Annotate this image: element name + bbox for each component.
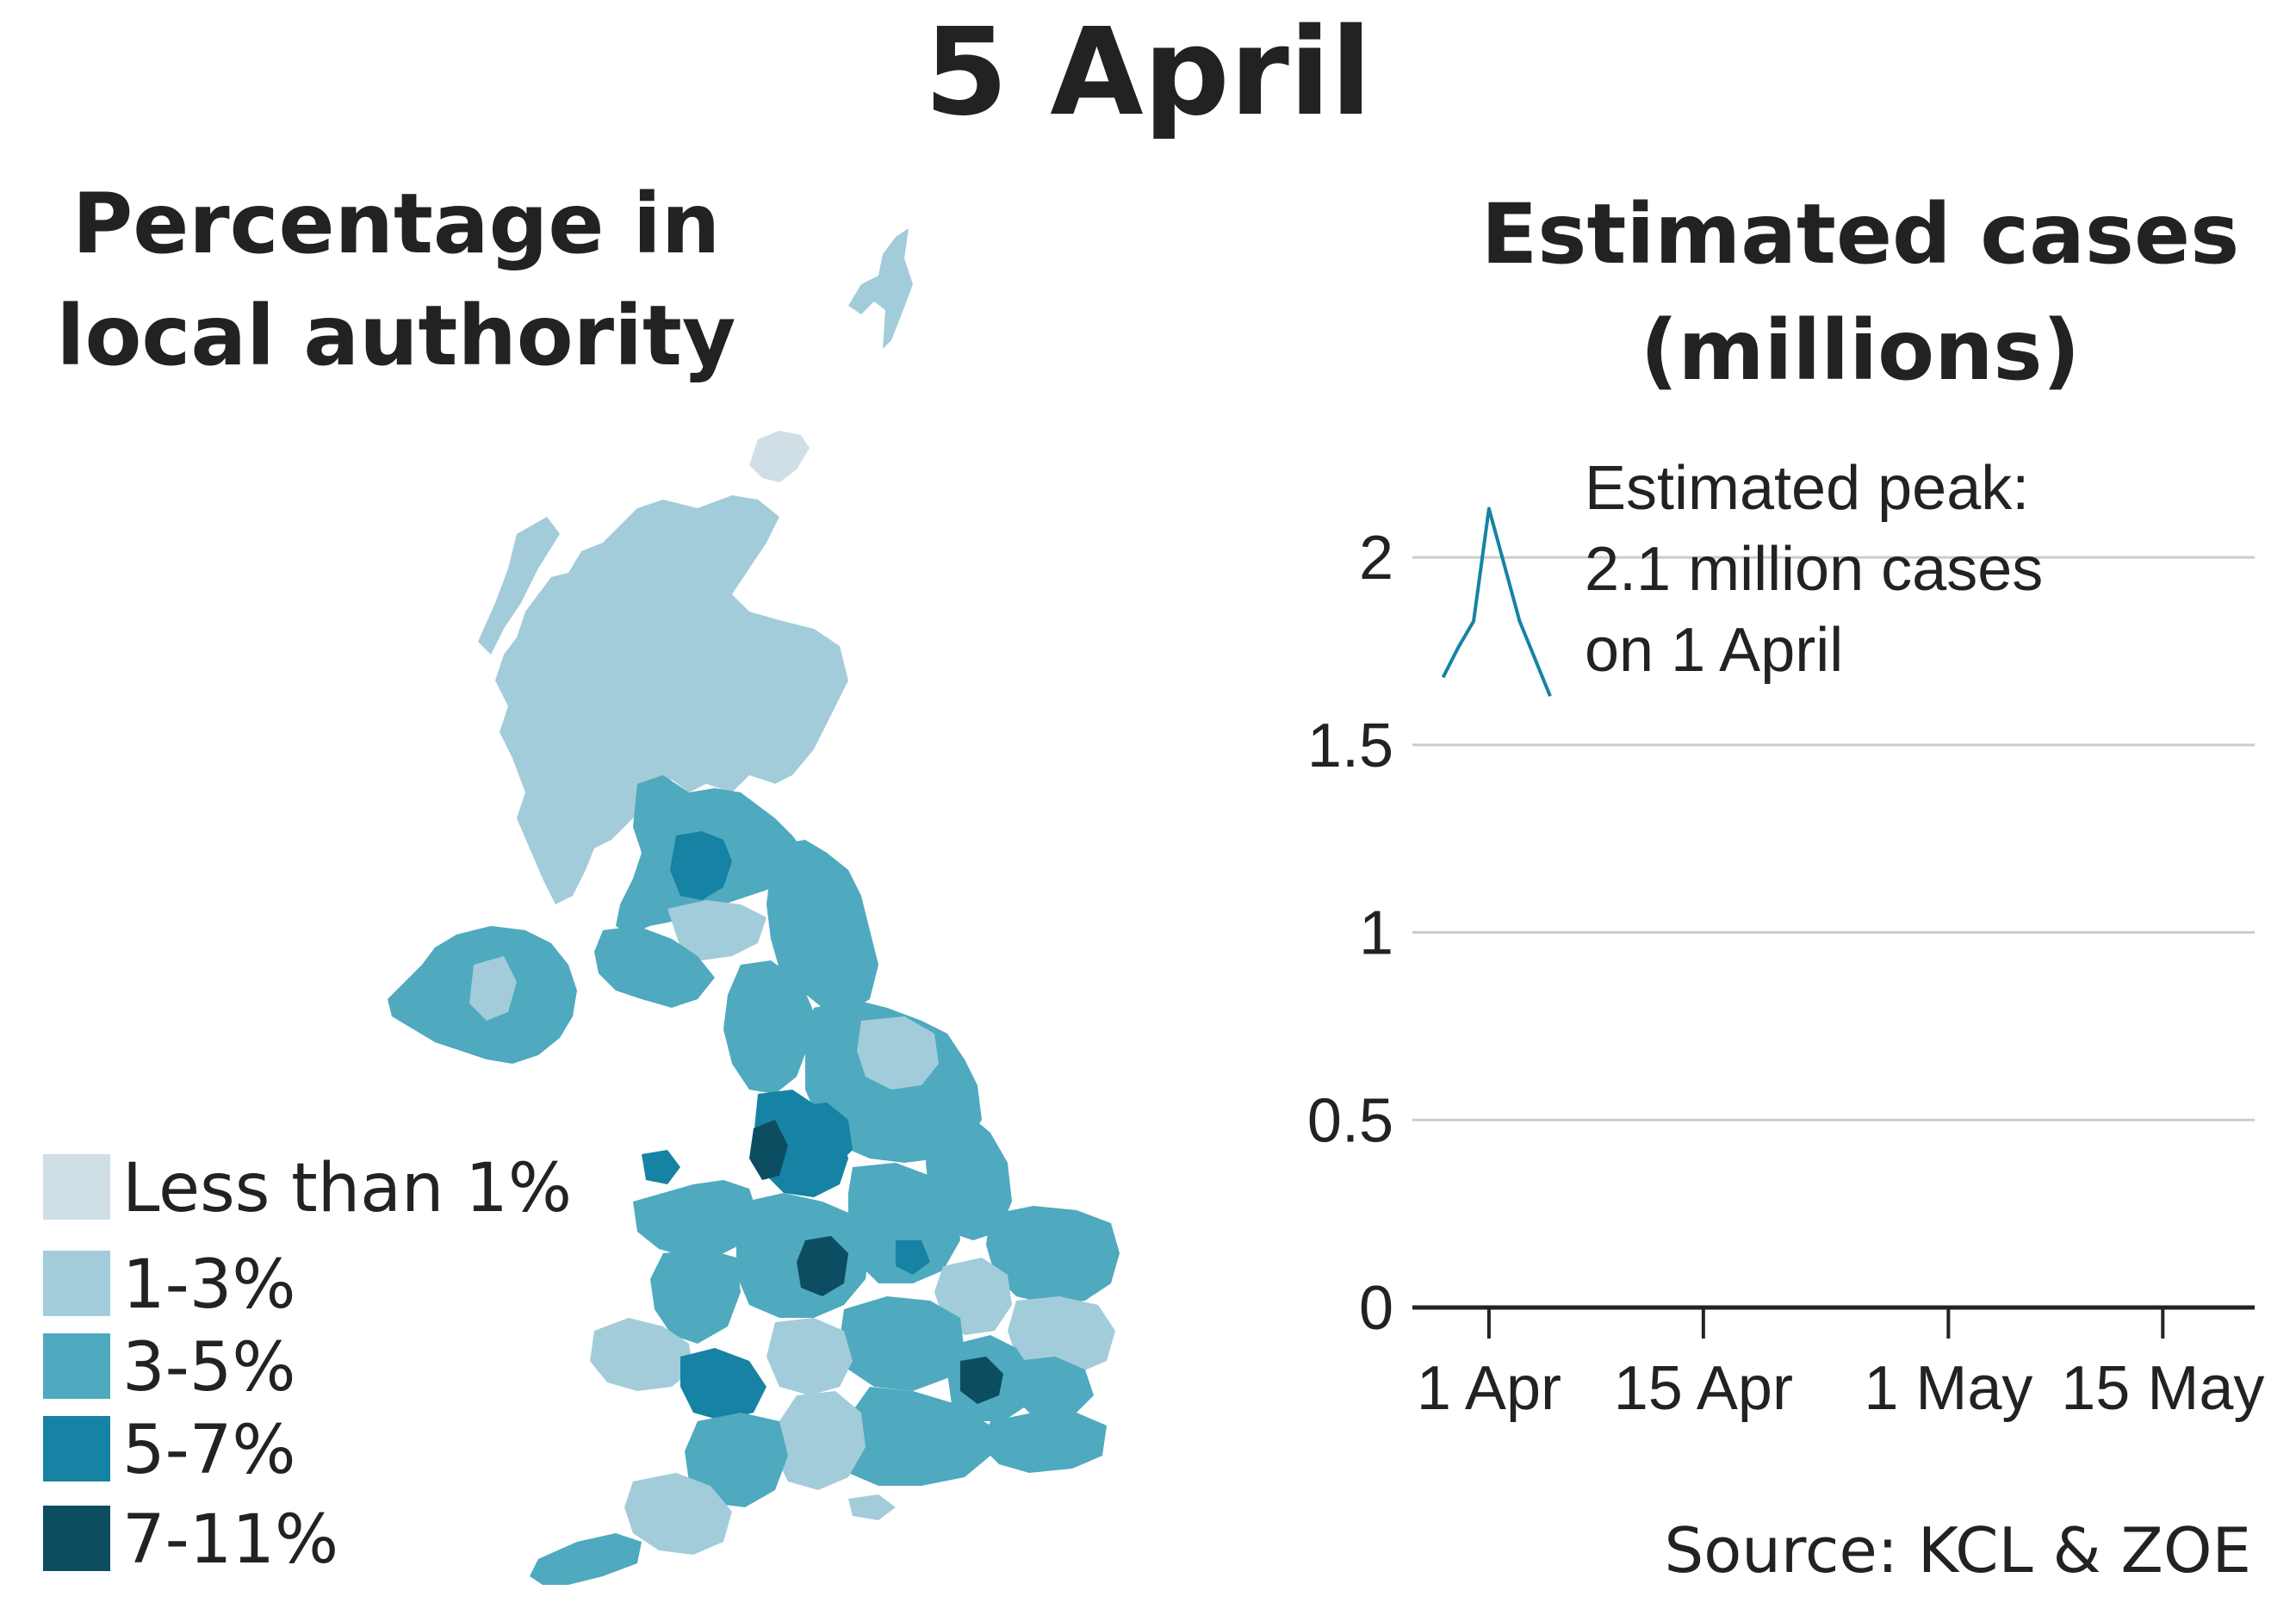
legend-label: 5-7% xyxy=(122,1412,296,1489)
legend-item: 7-11% xyxy=(43,1506,646,1575)
map-region-gloucestershire xyxy=(766,1318,853,1395)
map-region-orkney xyxy=(749,431,810,482)
map-region-south-wales xyxy=(680,1348,766,1421)
y-tick-label: 0.5 xyxy=(1307,1086,1393,1155)
y-axis-ticks: 0 0.5 1 1.5 2 xyxy=(1307,524,1393,1343)
map-region-hebrides xyxy=(478,517,560,655)
y-tick-label: 0 xyxy=(1359,1274,1393,1343)
map-title-line-2: local authority xyxy=(56,288,736,384)
map-region-isle-of-wight xyxy=(848,1494,896,1520)
map-region-london xyxy=(960,1357,1003,1404)
map-region-cornwall xyxy=(530,1533,642,1585)
map-title: Percentage in local authority xyxy=(52,168,741,392)
map-title-line-1: Percentage in xyxy=(71,176,721,272)
legend-label: Less than 1% xyxy=(122,1150,572,1227)
series-line xyxy=(1441,506,1552,697)
chart-gridlines xyxy=(1412,556,2255,1121)
x-tick-label: 1 May xyxy=(1864,1354,2032,1423)
map-region-suffolk xyxy=(1008,1296,1115,1374)
map-region-north-wales xyxy=(633,1180,758,1258)
map-region-manchester xyxy=(792,1103,853,1167)
map-region-highlands xyxy=(495,495,848,904)
legend-label: 3-5% xyxy=(122,1329,296,1407)
map-region-glasgow xyxy=(670,831,732,900)
map-region-essex xyxy=(1016,1357,1094,1421)
map-region-kent xyxy=(982,1413,1107,1473)
legend-item: 1-3% xyxy=(43,1251,646,1320)
map-region-shetland xyxy=(848,228,913,349)
legend-item: 5-7% xyxy=(43,1416,646,1485)
chart-series xyxy=(1441,506,1552,697)
map-region-norfolk xyxy=(986,1206,1120,1305)
map-region-west-wales xyxy=(590,1318,693,1391)
legend-swatch xyxy=(43,1416,110,1481)
y-tick-label: 1.5 xyxy=(1307,711,1393,780)
map-region-devon xyxy=(624,1473,732,1555)
x-tick-label: 15 Apr xyxy=(1614,1354,1793,1423)
map-region-oxfordshire xyxy=(840,1296,965,1391)
map-region-dumfries xyxy=(594,926,715,1008)
map-region-cumbria xyxy=(723,960,814,1094)
legend-label: 7-11% xyxy=(122,1501,339,1579)
y-tick-label: 2 xyxy=(1359,524,1393,593)
map-region-mid-wales xyxy=(650,1249,741,1344)
map-region-north-yorkshire xyxy=(857,1016,939,1090)
legend-label: 1-3% xyxy=(122,1246,296,1324)
legend-swatch xyxy=(43,1154,110,1220)
map-region-northumberland xyxy=(766,840,878,1012)
legend-item: 3-5% xyxy=(43,1329,646,1407)
chart-title-line-2: (millions) xyxy=(1640,302,2081,399)
map-region-hampshire xyxy=(775,1391,866,1490)
map-region-borders xyxy=(667,900,766,960)
legend-swatch xyxy=(43,1506,110,1571)
legend-swatch xyxy=(43,1251,110,1316)
map-region-birmingham xyxy=(797,1236,848,1296)
legend-swatch xyxy=(43,1333,110,1399)
x-tick-label: 15 May xyxy=(2061,1354,2264,1423)
peak-annotation: Estimated peak: 2.1 million cases on 1 A… xyxy=(1585,448,2043,691)
chart-title-line-1: Estimated cases xyxy=(1480,186,2240,283)
annotation-line: Estimated peak: xyxy=(1585,454,2030,523)
annotation-line: on 1 April xyxy=(1585,616,1844,685)
x-axis: 1 Apr 15 Apr 1 May 15 May xyxy=(1412,1305,2264,1423)
map-region-ni-inner xyxy=(469,956,517,1021)
uk-map xyxy=(388,228,1120,1585)
x-tick-label: 1 Apr xyxy=(1417,1354,1561,1423)
map-region-surrey-sussex xyxy=(840,1387,990,1486)
chart-title: Estimated cases (millions) xyxy=(1447,177,2274,409)
legend-item: Less than 1% xyxy=(43,1150,646,1227)
map-region-merseyside xyxy=(749,1120,788,1180)
y-tick-label: 1 xyxy=(1359,899,1393,968)
source-note: Source: KCL & ZOE xyxy=(1664,1514,2251,1587)
annotation-line: 2.1 million cases xyxy=(1585,535,2044,604)
map-region-somerset xyxy=(685,1413,788,1507)
map-region-anglesey xyxy=(642,1150,680,1184)
page-title: 5 April xyxy=(924,3,1372,143)
map-region-east-midlands xyxy=(848,1163,960,1283)
map-region-leicester xyxy=(896,1240,930,1275)
